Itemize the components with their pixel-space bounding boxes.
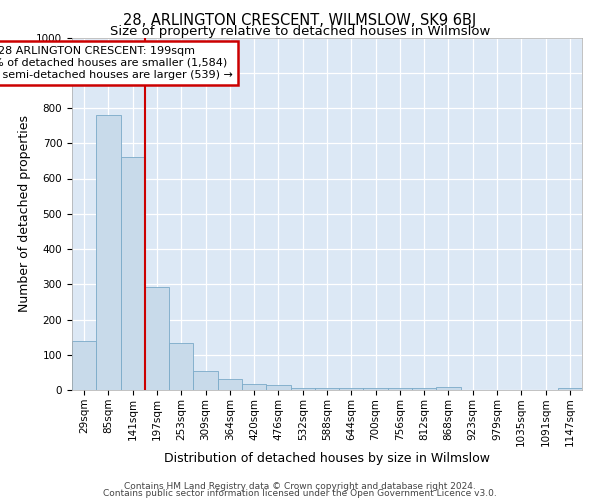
Bar (315, 388, 339, 390)
X-axis label: Distribution of detached houses by size in Wilmslow: Distribution of detached houses by size … (164, 452, 490, 465)
Bar (339, 388, 364, 390)
Y-axis label: Number of detached properties: Number of detached properties (17, 116, 31, 312)
Bar (72, 340, 96, 390)
Bar (436, 387, 461, 390)
Bar (290, 388, 315, 390)
Bar (193, 370, 218, 390)
Bar (388, 388, 412, 390)
Bar (266, 386, 290, 390)
Text: Contains public sector information licensed under the Open Government Licence v3: Contains public sector information licen… (103, 489, 497, 498)
Text: 28, ARLINGTON CRESCENT, WILMSLOW, SK9 6BJ: 28, ARLINGTON CRESCENT, WILMSLOW, SK9 6B… (124, 12, 476, 28)
Bar (412, 388, 436, 390)
Text: Size of property relative to detached houses in Wilmslow: Size of property relative to detached ho… (110, 25, 490, 38)
Bar (218, 380, 242, 390)
Bar (121, 158, 145, 390)
Bar (96, 115, 121, 390)
Bar (242, 384, 266, 390)
Text: Contains HM Land Registry data © Crown copyright and database right 2024.: Contains HM Land Registry data © Crown c… (124, 482, 476, 491)
Bar (145, 286, 169, 390)
Text: 28 ARLINGTON CRESCENT: 199sqm
← 74% of detached houses are smaller (1,584)
25% o: 28 ARLINGTON CRESCENT: 199sqm ← 74% of d… (0, 46, 233, 80)
Bar (169, 343, 193, 390)
Bar (558, 388, 582, 390)
Bar (364, 388, 388, 390)
